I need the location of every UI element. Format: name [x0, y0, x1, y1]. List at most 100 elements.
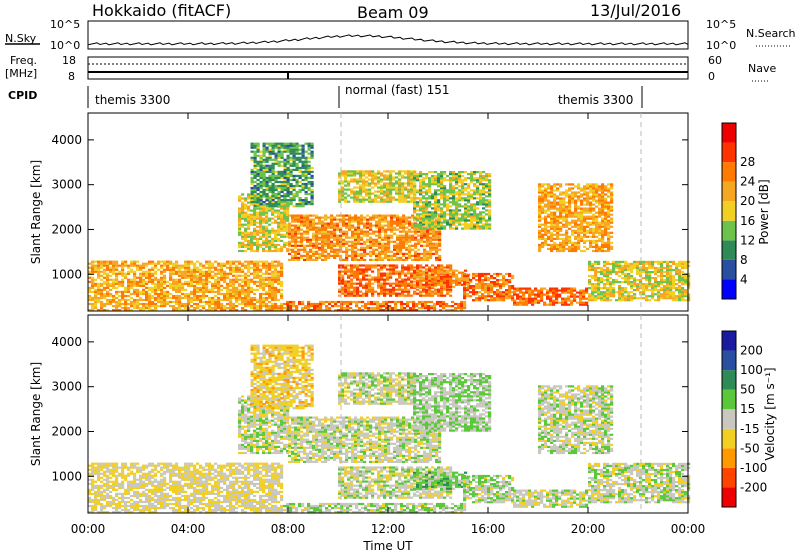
power-cell: [458, 209, 462, 212]
power-cell: [627, 277, 631, 280]
power-cell: [368, 198, 372, 201]
power-cell: [297, 252, 301, 255]
power-cell: [437, 179, 441, 182]
power-cell: [464, 219, 468, 222]
power-cell: [570, 293, 574, 296]
power-cell: [666, 277, 670, 280]
power-cell: [214, 272, 218, 275]
power-cell: [347, 284, 351, 287]
power-cell: [407, 180, 411, 183]
power-cell: [405, 246, 409, 249]
power-cell: [265, 305, 269, 308]
power-cell: [669, 285, 673, 288]
power-cell: [363, 246, 367, 249]
power-cell: [663, 295, 667, 298]
power-cell: [378, 234, 382, 237]
power-cell: [336, 240, 340, 243]
power-cell: [250, 239, 254, 242]
power-cell: [148, 280, 152, 283]
power-cell: [425, 281, 429, 284]
power-cell: [434, 195, 438, 198]
power-cell: [355, 300, 359, 304]
power-cell: [300, 234, 304, 237]
power-cell: [383, 284, 387, 287]
power-cell: [366, 240, 370, 243]
power-cell: [286, 233, 290, 236]
power-cell: [490, 295, 494, 298]
noise-panel-frame: [87, 20, 689, 50]
power-cell: [313, 309, 317, 312]
power-cell: [380, 180, 384, 183]
power-cell: [445, 302, 449, 306]
power-cell: [262, 286, 266, 289]
power-cell: [588, 268, 592, 272]
power-cell: [396, 220, 400, 223]
power-cell: [429, 226, 433, 229]
power-cell: [271, 260, 275, 263]
power-cell: [534, 293, 538, 296]
power-cell: [372, 218, 376, 221]
power-cell: [410, 268, 414, 271]
power-cell: [398, 270, 402, 273]
power-cell: [464, 269, 468, 272]
power-cell: [546, 289, 550, 292]
power-cell: [402, 230, 406, 233]
power-cell: [100, 309, 104, 312]
power-cell: [384, 214, 388, 217]
power-cell: [274, 274, 278, 277]
power-cell: [449, 183, 453, 186]
power-cell: [452, 211, 456, 214]
power-cell: [401, 284, 405, 287]
power-cell: [588, 293, 592, 296]
power-cell: [663, 281, 667, 284]
power-cell: [295, 307, 299, 310]
power-cell: [351, 232, 355, 235]
power-cell: [297, 220, 301, 223]
power-cell: [348, 228, 352, 231]
power-cell: [660, 289, 664, 292]
power-cell: [244, 205, 248, 208]
power-cell: [327, 232, 331, 235]
power-cell: [353, 282, 357, 285]
power-cell: [160, 284, 164, 287]
power-cell: [166, 300, 170, 304]
power-cell: [256, 274, 260, 277]
power-cell: [241, 262, 245, 265]
power-cell: [424, 307, 428, 310]
power-cell: [277, 272, 281, 275]
power-cell: [166, 264, 170, 267]
power-cell: [579, 303, 583, 306]
power-cell: [606, 281, 610, 284]
power-cell: [440, 189, 444, 192]
power-cell: [375, 256, 379, 259]
power-cell: [350, 294, 354, 297]
power-cell: [145, 272, 149, 275]
power-cell: [383, 272, 387, 275]
power-cell: [633, 279, 637, 282]
power-cell: [485, 219, 489, 222]
power-cell: [549, 287, 553, 290]
power-cell: [534, 299, 538, 302]
power-cell: [446, 197, 450, 200]
power-cell: [359, 194, 363, 197]
power-cell: [422, 207, 426, 210]
power-cell: [505, 283, 509, 286]
power-cell: [100, 292, 104, 296]
power-cell: [223, 286, 227, 289]
power-cell: [374, 184, 378, 187]
power-cell: [350, 192, 354, 195]
power-cell: [537, 289, 541, 292]
power-cell: [328, 300, 332, 304]
noise-sky-trace: [87, 34, 689, 46]
power-cell: [232, 307, 236, 310]
power-cell: [454, 309, 458, 312]
power-cell: [516, 297, 520, 300]
power-cell: [508, 295, 512, 298]
power-cell: [633, 289, 637, 292]
power-cell: [309, 218, 313, 221]
power-cell: [424, 300, 428, 304]
date-title: 13/Jul/2016: [590, 1, 681, 20]
power-cell: [172, 264, 176, 267]
power-cell: [241, 292, 245, 296]
power-cell: [371, 282, 375, 285]
